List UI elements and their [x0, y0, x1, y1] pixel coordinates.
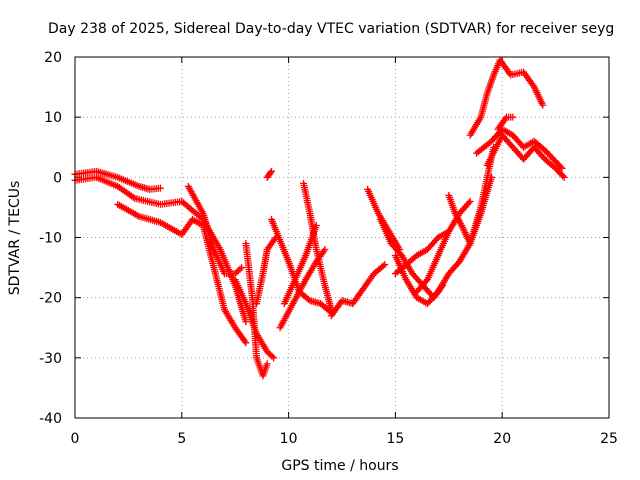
plot-frame [74, 56, 610, 419]
data-point-marker [559, 172, 567, 180]
series-track-3 [114, 200, 250, 347]
data-point-marker [231, 270, 239, 278]
series-track-1 [71, 167, 164, 193]
y-tick-label: 20 [44, 50, 62, 66]
data-point-marker [263, 360, 271, 368]
series-track-13 [327, 261, 389, 320]
data-point-marker [465, 199, 473, 207]
data-point-marker [265, 349, 273, 357]
data-point-marker [242, 318, 250, 326]
data-point-marker [558, 164, 566, 172]
x-tick-label: 20 [493, 431, 511, 447]
data-point-marker [234, 267, 242, 275]
data-point-marker [321, 246, 329, 254]
data-point-marker [233, 268, 241, 276]
x-tick-label: 25 [600, 431, 618, 447]
data-point-marker [381, 261, 389, 269]
series-track-6 [242, 240, 271, 380]
y-tick-label: 0 [53, 170, 62, 186]
y-tick-label: -40 [39, 411, 62, 427]
y-tick-label: -20 [39, 291, 62, 307]
series-track-5 [231, 276, 278, 362]
data-point-marker [263, 348, 271, 356]
series-track-21 [473, 125, 566, 172]
data-point-marker [266, 351, 274, 359]
data-point-marker [466, 197, 474, 205]
data-point-marker [506, 69, 514, 77]
data-point-marker [268, 352, 276, 360]
series-track-20 [466, 56, 547, 139]
data-point-marker [156, 184, 164, 192]
data-point-marker [509, 113, 517, 121]
series-track-12 [300, 179, 335, 314]
series-track-4 [184, 182, 246, 278]
data-point-marker [236, 265, 244, 273]
data-point-marker [241, 337, 249, 345]
data-point-marker [560, 173, 568, 181]
data-point-marker [268, 167, 276, 175]
y-axis-label: SDTVAR / TECUs [7, 181, 23, 296]
x-tick-label: 0 [71, 431, 80, 447]
series-track-7 [263, 167, 276, 181]
data-point-marker [266, 169, 274, 177]
chart-title: Day 238 of 2025, Sidereal Day-to-day VTE… [48, 21, 614, 37]
series-track-22 [483, 131, 568, 181]
series-track-19 [445, 143, 498, 248]
data-point-marker [379, 262, 387, 270]
y-tick-label: -30 [39, 351, 62, 367]
data-point-marker [270, 354, 278, 362]
data-point-marker [557, 163, 565, 171]
grid [75, 57, 609, 418]
series-track-8 [253, 234, 280, 308]
data-point-marker [242, 339, 250, 347]
y-tick-label: 10 [44, 110, 62, 126]
x-tick-label: 15 [386, 431, 404, 447]
data-point-marker [422, 277, 430, 285]
axis-ticks: 0 5 10 15 20 25 -40 -30 -20 -10 0 10 20 [39, 50, 618, 447]
y-tick-label: -10 [39, 231, 62, 247]
x-tick-label: 10 [280, 431, 298, 447]
series-track-23 [494, 113, 517, 133]
data-point-marker [539, 101, 547, 109]
data-point-marker [238, 264, 246, 272]
data-point-marker [312, 221, 320, 229]
data-points [71, 56, 568, 380]
x-tick-label: 5 [177, 431, 186, 447]
x-axis-label: GPS time / hours [281, 458, 398, 474]
